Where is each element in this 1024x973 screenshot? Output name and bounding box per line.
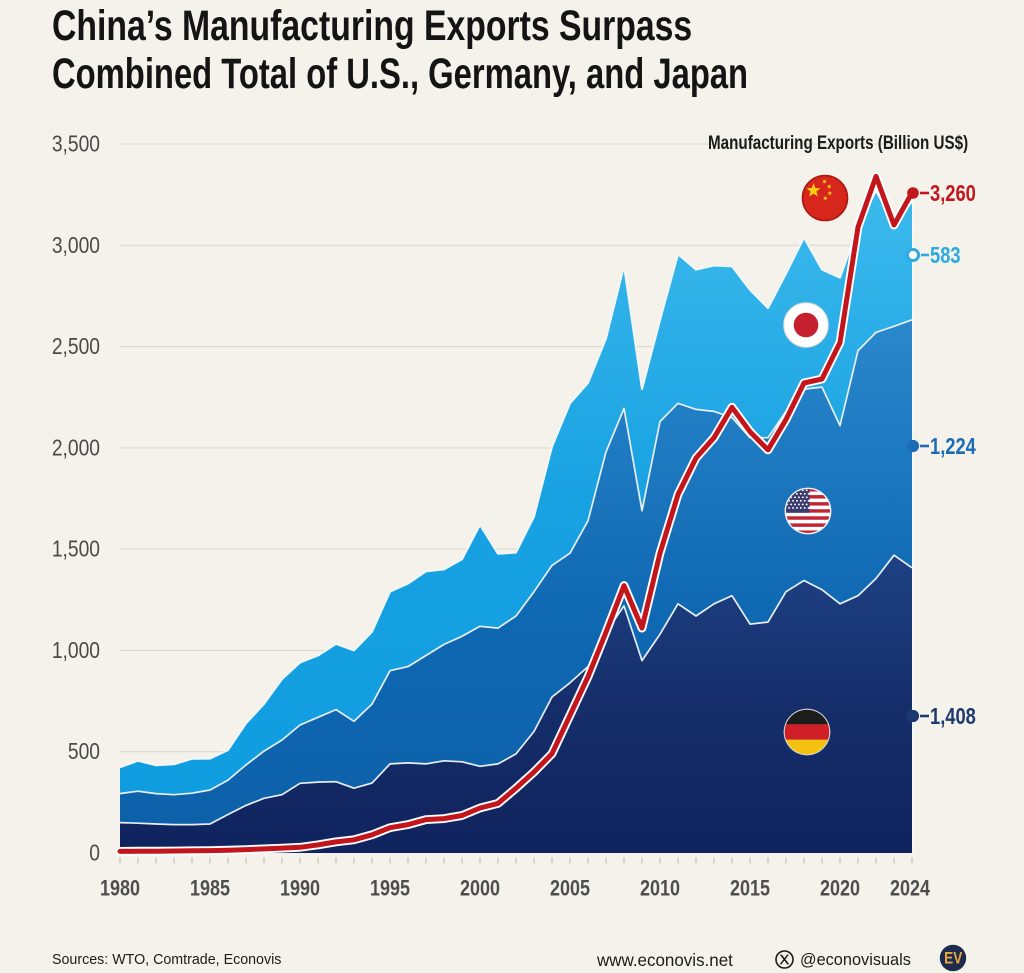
svg-text:3,000: 3,000	[52, 232, 100, 258]
svg-text:583: 583	[930, 243, 961, 269]
svg-text:1995: 1995	[370, 877, 410, 901]
svg-text:2020: 2020	[820, 877, 860, 901]
svg-text:3,500: 3,500	[52, 131, 100, 157]
svg-text:1,224: 1,224	[930, 434, 976, 460]
svg-text:2010: 2010	[640, 877, 680, 901]
svg-text:2024: 2024	[890, 877, 931, 901]
svg-text:500: 500	[68, 738, 100, 764]
svg-text:1,408: 1,408	[930, 704, 976, 730]
svg-text:2000: 2000	[460, 877, 500, 901]
svg-text:1980: 1980	[100, 877, 140, 901]
svg-text:2,000: 2,000	[52, 435, 100, 461]
svg-text:1985: 1985	[190, 877, 230, 901]
svg-text:1,500: 1,500	[52, 536, 100, 562]
svg-text:EV: EV	[944, 949, 963, 968]
svg-text:2015: 2015	[730, 877, 770, 901]
svg-text:2005: 2005	[550, 877, 590, 901]
svg-text:1990: 1990	[280, 877, 320, 901]
svg-text:2,500: 2,500	[52, 333, 100, 359]
svg-text:0: 0	[89, 840, 100, 866]
svg-text:3,260: 3,260	[930, 181, 976, 207]
svg-text:1,000: 1,000	[52, 637, 100, 663]
